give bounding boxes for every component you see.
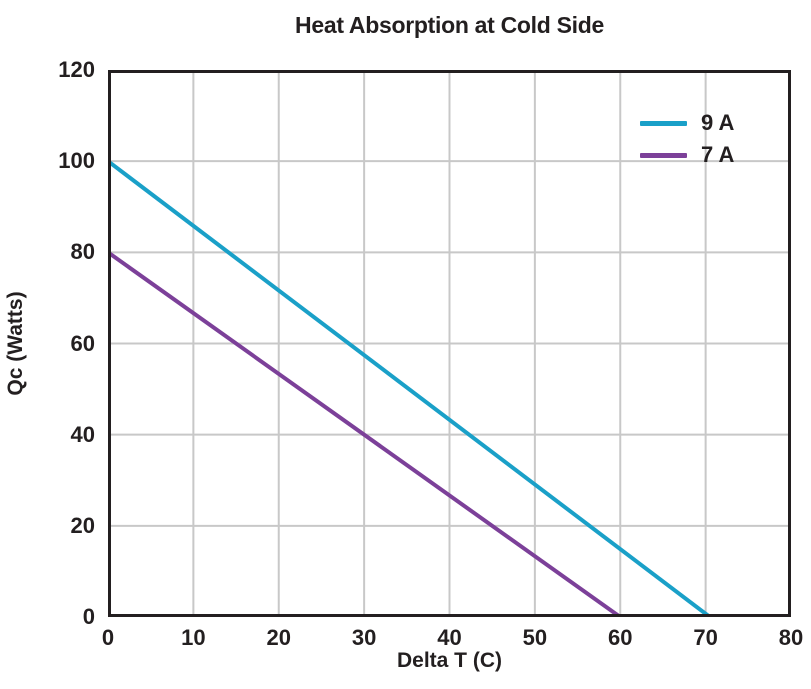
- legend-swatch: [640, 120, 687, 126]
- chart-title: Heat Absorption at Cold Side: [295, 12, 604, 38]
- series-line-7a: [108, 250, 622, 617]
- x-tick-label: 10: [181, 625, 206, 650]
- y-tick-label: 40: [70, 421, 95, 447]
- y-tick-label: 80: [70, 239, 95, 265]
- y-tick-label: 0: [82, 604, 95, 629]
- legend-label: 9 A: [701, 110, 735, 135]
- y-tick-label: 120: [58, 57, 95, 82]
- legend-item: 9 A: [640, 111, 734, 135]
- x-tick-label: 40: [437, 625, 462, 650]
- legend-label: 7 A: [701, 142, 735, 167]
- series-line-9a: [108, 159, 712, 617]
- y-tick-label: 60: [70, 330, 95, 356]
- x-tick-label: 70: [693, 625, 718, 650]
- x-axis-title: Delta T (C): [397, 649, 502, 672]
- x-tick-label: 0: [101, 625, 115, 650]
- plot-frame: [108, 70, 791, 617]
- legend-item: 7 A: [640, 143, 734, 167]
- legend-swatch: [640, 152, 687, 158]
- plot-area: [108, 70, 791, 617]
- x-tick-label: 80: [778, 625, 804, 650]
- y-tick-label: 100: [58, 148, 95, 174]
- x-tick-label: 50: [522, 625, 548, 650]
- x-tick-label: 20: [266, 625, 291, 650]
- y-tick-label: 20: [70, 512, 95, 538]
- x-tick-label: 30: [351, 625, 377, 650]
- x-tick-label: 60: [608, 625, 633, 650]
